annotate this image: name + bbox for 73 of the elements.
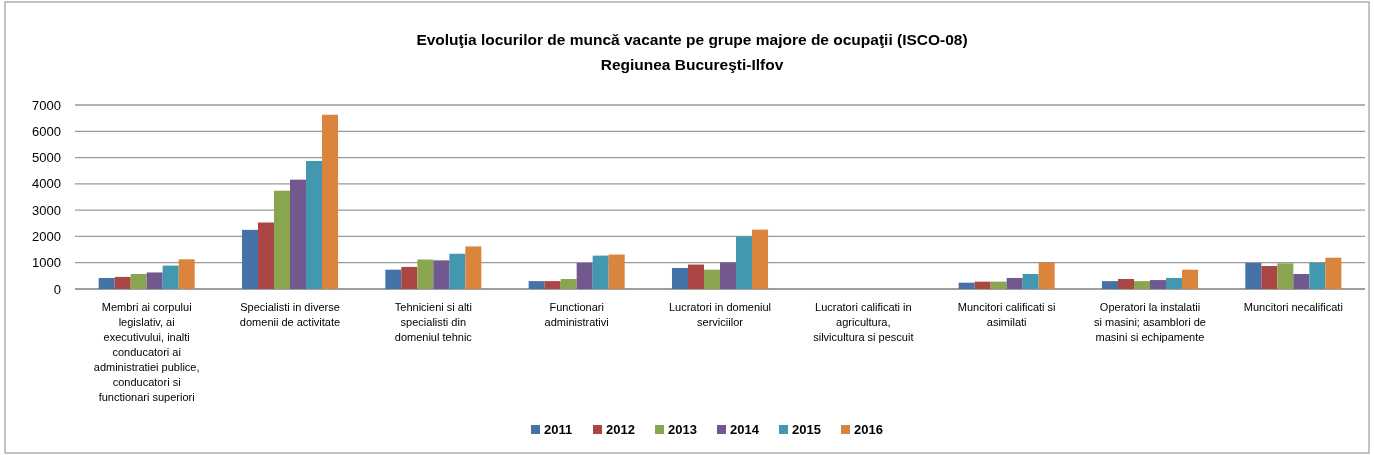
chart-subtitle: Regiunea Bucureşti-Ilfov (600, 56, 784, 73)
bar (146, 272, 163, 289)
bar (1150, 280, 1167, 289)
x-tick-label: Tehnicieni si alti specialisti din domeniul tehnic (394, 301, 473, 343)
bar (433, 260, 450, 289)
legend-label: 2012 (606, 422, 635, 437)
bar (1117, 279, 1134, 289)
y-tick-label: 3000 (32, 202, 61, 218)
legend-label: 2013 (668, 422, 697, 437)
bar (703, 269, 720, 289)
y-tick-label: 4000 (32, 176, 61, 192)
bar (1245, 262, 1262, 289)
bar (720, 262, 737, 289)
x-tick-label: Functionari administrativi (544, 301, 609, 328)
legend-label: 2014 (730, 422, 760, 437)
bar (560, 279, 577, 289)
bar (1277, 263, 1294, 289)
bar (1182, 269, 1199, 289)
legend-label: 2011 (544, 422, 573, 437)
bar (257, 222, 274, 289)
bar (752, 229, 769, 289)
x-tick-label: Muncitori calificati si asimilati (957, 301, 1056, 328)
bar (1006, 277, 1023, 289)
bar (958, 282, 975, 289)
bar (1022, 274, 1039, 289)
bar (130, 274, 147, 289)
bar (273, 190, 290, 289)
bar (290, 179, 307, 289)
bar (990, 281, 1007, 289)
x-tick-label: Specialisti in diverse domenii de activitate (239, 301, 341, 328)
bar (736, 236, 753, 289)
bar (671, 267, 688, 289)
chart-title: Evoluţia locurilor de muncă vacante pe grupe majore de ocupaţii (ISCO-08) (416, 31, 968, 48)
bar (114, 276, 131, 289)
legend-label: 2015 (792, 422, 821, 437)
y-tick-label: 5000 (32, 150, 61, 166)
bar (241, 229, 258, 289)
y-tick-label: 7000 (32, 97, 61, 113)
x-tick-label: Muncitori necalificati (1243, 301, 1343, 313)
bar (1133, 281, 1150, 289)
bar (544, 281, 561, 289)
bar (178, 259, 195, 289)
x-tick-label: Operatori la instalatii si masini; asamblori de masini si echipamente (1094, 301, 1206, 343)
y-tick-label: 2000 (32, 228, 61, 244)
bar (162, 265, 179, 289)
bar (592, 255, 609, 289)
y-tick-label: 1000 (32, 255, 61, 271)
x-tick-label: Membri ai corpului legislativ, ai executivului, inalti conducatori ai administratiei publice, conducatori si functionari superiori (93, 301, 200, 403)
bar (528, 281, 545, 289)
bar (1325, 257, 1342, 289)
bar (608, 254, 625, 289)
y-tick-label: 6000 (32, 123, 61, 139)
bar (98, 277, 115, 289)
bar (385, 269, 402, 289)
legend-label: 2016 (854, 422, 883, 437)
bar (1309, 262, 1326, 289)
x-tick-label: Lucratori in domeniul serviciilor (668, 301, 772, 328)
bar (306, 160, 323, 289)
bar (1293, 274, 1310, 289)
y-tick-label: 0 (53, 281, 61, 297)
x-tick-label: Lucratori calificati in agricultura, silvicultura si pescuit (813, 301, 914, 343)
bar (1038, 262, 1055, 289)
bar (465, 246, 482, 289)
bar (322, 114, 339, 289)
bar (449, 253, 466, 289)
bar (417, 259, 434, 289)
bar (974, 281, 991, 289)
bar (1261, 266, 1278, 289)
bar (576, 262, 593, 289)
bar (1166, 277, 1183, 289)
bar (687, 264, 704, 289)
bar (1101, 281, 1118, 289)
bar (401, 266, 418, 289)
